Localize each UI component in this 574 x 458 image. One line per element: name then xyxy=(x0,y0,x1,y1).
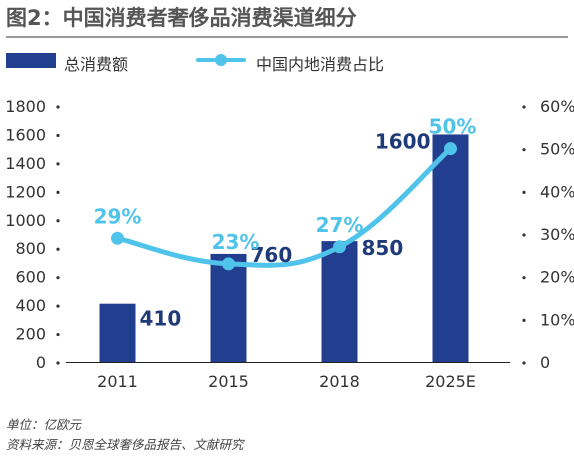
x-tick-label: 2018 xyxy=(319,372,360,391)
y-left-tick-dot xyxy=(56,219,60,223)
y-left-tick-label: 1600 xyxy=(5,125,46,144)
y-right-tick-dot xyxy=(522,276,526,280)
legend-bar-label: 总消费额 xyxy=(64,55,129,74)
y-left-tick-dot xyxy=(56,361,60,365)
y-left-tick-label: 1000 xyxy=(5,211,46,230)
y-left-tick-dot xyxy=(56,162,60,166)
bar xyxy=(432,134,469,362)
share-line xyxy=(115,146,453,268)
y-left-tick-dot xyxy=(56,332,60,337)
line-point xyxy=(444,142,457,156)
y-right-tick-label: 10% xyxy=(540,310,574,329)
bar-value-label: 760 xyxy=(251,243,293,267)
y-right-tick-label: 0 xyxy=(540,353,550,372)
y-left-tick-dot xyxy=(56,190,60,194)
legend-line-marker xyxy=(215,54,227,66)
y-right-tick-dot xyxy=(522,361,526,365)
line-point xyxy=(111,231,124,245)
y-right-tick-label: 40% xyxy=(540,182,574,201)
legend-line-label: 中国内地消费占比 xyxy=(256,55,385,74)
y-left-tick-dot xyxy=(56,133,60,138)
bar xyxy=(210,253,247,362)
title-divider xyxy=(6,36,568,38)
y-left-tick-label: 400 xyxy=(15,296,46,315)
y-left-tick-label: 1400 xyxy=(5,154,46,173)
legend-bar-swatch xyxy=(6,53,56,68)
y-right-tick-label: 30% xyxy=(540,225,574,244)
y-right-tick-label: 50% xyxy=(540,140,574,159)
x-tick-label: 2011 xyxy=(97,372,138,391)
line-point xyxy=(222,257,235,271)
y-right-tick-dot xyxy=(522,233,526,237)
y-right-tick-label: 20% xyxy=(540,268,574,287)
y-left-tick-dot xyxy=(56,276,60,280)
chart-title: 图2：中国消费者奢侈品消费渠道细分 xyxy=(6,6,357,30)
y-left-tick-label: 1800 xyxy=(5,97,46,116)
y-right-tick-dot xyxy=(522,190,526,194)
y-right-tick-dot xyxy=(522,105,526,109)
y-left-tick-label: 0 xyxy=(36,353,46,372)
y-right-tick-dot xyxy=(522,148,526,152)
bar xyxy=(99,303,136,362)
y-left-tick-label: 200 xyxy=(15,325,46,344)
x-tick-label: 2015 xyxy=(208,372,249,391)
y-right-tick-dot xyxy=(522,318,526,322)
bar-value-label: 1600 xyxy=(375,129,431,153)
y-left-tick-dot xyxy=(56,247,60,251)
line-value-label: 29% xyxy=(94,204,142,228)
y-right-tick-label: 60% xyxy=(540,97,574,116)
bar-value-label: 850 xyxy=(362,236,404,260)
x-tick-label: 2025E xyxy=(425,372,476,391)
line-value-label: 50% xyxy=(429,115,477,139)
y-left-tick-label: 800 xyxy=(15,239,46,258)
line-value-label: 23% xyxy=(212,230,260,254)
line-point xyxy=(333,240,346,254)
source-note: 资料来源：贝恩全球奢侈品报告、文献研究 xyxy=(6,437,244,452)
y-left-tick-label: 1200 xyxy=(5,182,46,201)
unit-note: 单位：亿欧元 xyxy=(6,417,82,432)
y-left-tick-dot xyxy=(56,304,60,308)
bar xyxy=(321,241,358,362)
y-left-tick-label: 600 xyxy=(15,268,46,287)
bar-value-label: 410 xyxy=(140,307,182,331)
y-left-tick-dot xyxy=(56,105,60,109)
line-value-label: 27% xyxy=(316,213,364,237)
